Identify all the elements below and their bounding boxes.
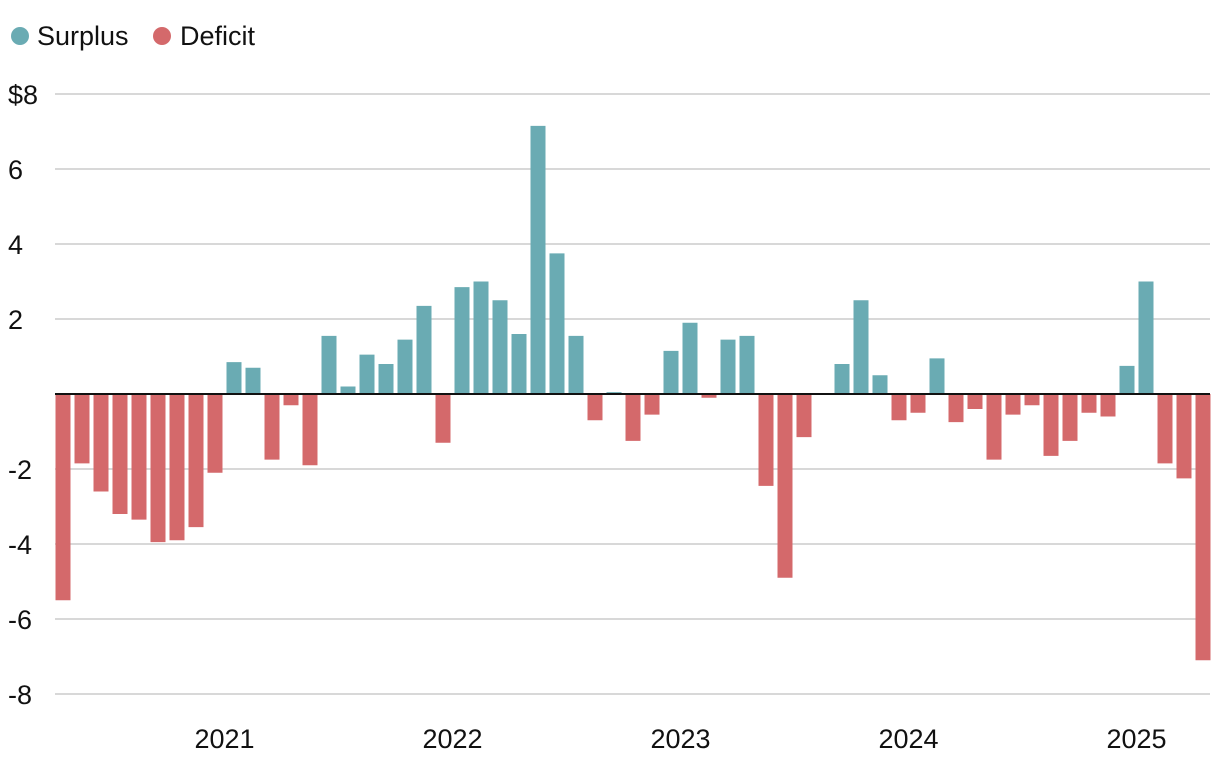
deficit-bar [55, 394, 71, 601]
deficit-bar [1062, 394, 1078, 441]
surplus-bar [397, 339, 413, 395]
legend-deficit-swatch [153, 27, 171, 45]
surplus-bar [739, 335, 755, 395]
deficit-bar [207, 394, 223, 473]
surplus-bar [530, 125, 546, 395]
deficit-bar [910, 394, 926, 413]
deficit-bar [112, 394, 128, 514]
x-axis: 2021 2022 2023 2024 2025 [194, 724, 1166, 754]
surplus-bar [549, 253, 565, 395]
legend-surplus-swatch [11, 27, 29, 45]
y-tick-label: 4 [8, 230, 23, 260]
y-tick-label: -6 [8, 605, 32, 635]
deficit-bar [967, 394, 983, 409]
y-tick-label: $8 [8, 80, 38, 110]
surplus-bar [492, 300, 508, 394]
surplus-bar [340, 386, 356, 394]
deficit-bar [1176, 394, 1192, 479]
surplus-bar [872, 375, 888, 394]
deficit-bar [264, 394, 280, 460]
x-tick-label: 2025 [1106, 724, 1166, 754]
deficit-bar [625, 394, 641, 441]
surplus-bar [929, 358, 945, 395]
deficit-bar [283, 394, 299, 406]
surplus-bar [321, 335, 337, 395]
deficit-bar [1024, 394, 1040, 406]
deficit-bar [796, 394, 812, 438]
deficit-bar [777, 394, 793, 578]
deficit-bar [93, 394, 109, 492]
surplus-bar [720, 339, 736, 395]
y-axis: $8 6 4 2 -2 -4 -6 -8 [8, 80, 38, 710]
deficit-bar [1195, 394, 1211, 661]
deficit-bar [1005, 394, 1021, 415]
deficit-bar [948, 394, 964, 423]
surplus-bar [378, 364, 394, 394]
deficit-bar [169, 394, 185, 541]
legend: Surplus Deficit [11, 21, 256, 51]
legend-surplus-label: Surplus [37, 21, 129, 51]
surplus-bar [454, 287, 470, 395]
deficit-bar [1157, 394, 1173, 464]
legend-deficit-label: Deficit [180, 21, 256, 51]
surplus-bar [1119, 365, 1135, 395]
deficit-bar [1081, 394, 1097, 413]
surplus-bar [416, 305, 432, 395]
surplus-bar [568, 335, 584, 395]
deficit-bar [302, 394, 318, 466]
surplus-bar [226, 362, 242, 395]
deficit-bar [1100, 394, 1116, 417]
surplus-bar [682, 322, 698, 394]
y-tick-label: 6 [8, 155, 23, 185]
deficit-bar [188, 394, 204, 528]
deficit-bar [1043, 394, 1059, 456]
deficit-bar [74, 394, 90, 464]
deficit-bar [701, 394, 717, 398]
deficit-bar [150, 394, 166, 543]
surplus-bar [473, 281, 489, 394]
y-tick-label: -8 [8, 680, 32, 710]
deficit-bar [131, 394, 147, 520]
surplus-bar [1138, 281, 1154, 394]
deficit-bar [587, 394, 603, 421]
bars [55, 125, 1211, 661]
x-tick-label: 2023 [650, 724, 710, 754]
y-tick-label: 2 [8, 305, 23, 335]
x-tick-label: 2022 [422, 724, 482, 754]
deficit-bar [758, 394, 774, 486]
surplus-bar [853, 300, 869, 394]
deficit-bar [435, 394, 451, 443]
deficit-bar [986, 394, 1002, 460]
deficit-bar [644, 394, 660, 415]
y-tick-label: -4 [8, 530, 32, 560]
surplus-bar [359, 354, 375, 395]
x-tick-label: 2021 [194, 724, 254, 754]
gridlines [55, 93, 1210, 695]
y-tick-label: -2 [8, 455, 32, 485]
x-tick-label: 2024 [878, 724, 938, 754]
surplus-bar [511, 334, 527, 394]
surplus-bar [663, 350, 679, 395]
deficit-bar [891, 394, 907, 421]
surplus-bar [245, 367, 261, 394]
surplus-bar [834, 364, 850, 394]
